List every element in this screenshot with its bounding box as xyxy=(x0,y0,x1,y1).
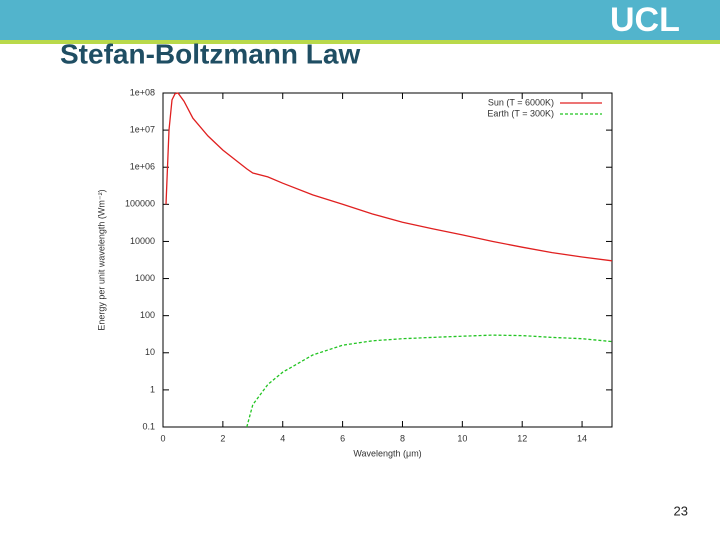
x-tick-label: 10 xyxy=(457,433,467,443)
page-number: 23 xyxy=(674,503,688,518)
series-line xyxy=(165,92,613,262)
header-bar xyxy=(0,0,720,40)
y-tick-label: 1e+08 xyxy=(130,87,155,97)
y-tick-label: 10 xyxy=(145,347,155,357)
legend-label: Earth (T = 300K) xyxy=(487,108,554,118)
x-tick-label: 6 xyxy=(340,433,345,443)
header-stripe xyxy=(0,40,720,44)
x-tick-label: 4 xyxy=(280,433,285,443)
y-axis-label: Energy per unit wavelength (Wm⁻²) xyxy=(96,189,106,330)
slide-title: Stefan-Boltzmann Law xyxy=(60,38,360,69)
y-tick-label: 1 xyxy=(150,384,155,394)
y-tick-label: 1000 xyxy=(135,273,155,283)
legend-label: Sun (T = 6000K) xyxy=(488,97,554,107)
x-tick-label: 12 xyxy=(517,433,527,443)
x-tick-label: 8 xyxy=(400,433,405,443)
y-tick-label: 10000 xyxy=(130,236,155,246)
y-tick-label: 100000 xyxy=(125,199,155,209)
x-tick-label: 0 xyxy=(160,433,165,443)
y-tick-label: 1e+06 xyxy=(130,162,155,172)
x-axis-label: Wavelength (μm) xyxy=(353,448,421,458)
chart: 0.1 1 10 100 1000 10000 100000 1e+06 1e+07 1e+08 0… xyxy=(96,87,613,458)
series-line xyxy=(246,334,613,428)
logo: UCL xyxy=(610,1,680,39)
plot-frame xyxy=(162,92,613,428)
x-tick-label: 14 xyxy=(577,433,587,443)
y-tick-label: 0.1 xyxy=(142,421,155,431)
y-tick-label: 100 xyxy=(140,310,155,320)
y-tick-label: 1e+07 xyxy=(130,124,155,134)
x-tick-label: 2 xyxy=(220,433,225,443)
